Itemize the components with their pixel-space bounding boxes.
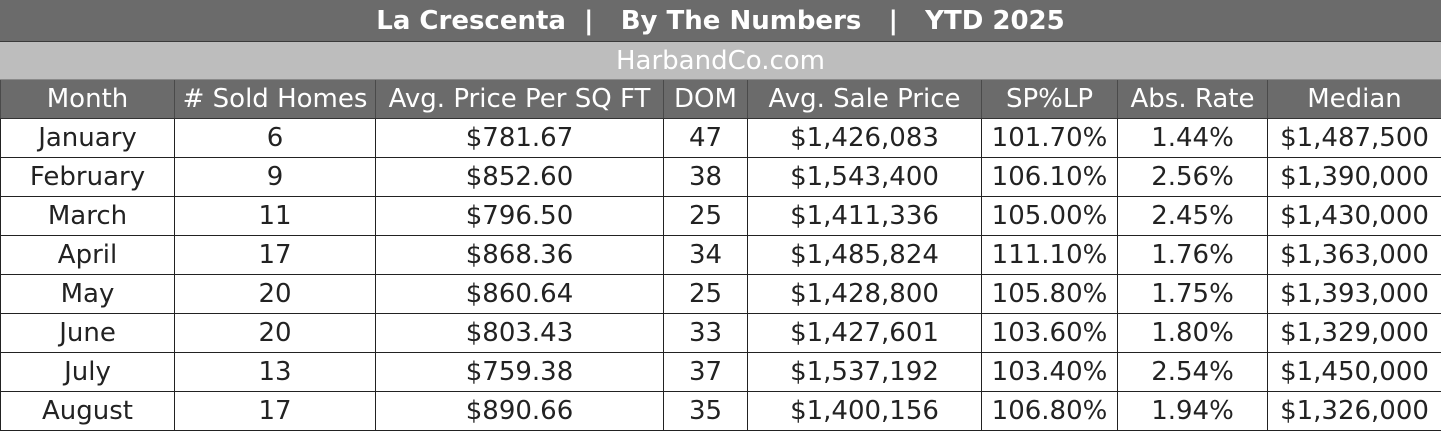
header-month: Month	[1, 80, 175, 119]
cell-sold-homes: 20	[175, 314, 376, 353]
cell-dom: 38	[664, 158, 748, 197]
table-row: March 11 $796.50 25 $1,411,336 105.00% 2…	[1, 197, 1441, 236]
cell-median: $1,390,000	[1268, 158, 1441, 197]
table-row: May 20 $860.64 25 $1,428,800 105.80% 1.7…	[1, 275, 1441, 314]
table-row: January 6 $781.67 47 $1,426,083 101.70% …	[1, 119, 1441, 158]
header-sp-lp: SP%LP	[982, 80, 1118, 119]
header-row: Month # Sold Homes Avg. Price Per SQ FT …	[1, 80, 1441, 119]
cell-sp-lp: 105.80%	[982, 275, 1118, 314]
table-row: April 17 $868.36 34 $1,485,824 111.10% 1…	[1, 236, 1441, 275]
cell-abs-rate: 1.44%	[1118, 119, 1268, 158]
cell-abs-rate: 1.80%	[1118, 314, 1268, 353]
cell-dom: 25	[664, 197, 748, 236]
cell-dom: 37	[664, 353, 748, 392]
table-row: July 13 $759.38 37 $1,537,192 103.40% 2.…	[1, 353, 1441, 392]
cell-dom: 47	[664, 119, 748, 158]
cell-avg-sale-price: $1,427,601	[748, 314, 982, 353]
table-row: February 9 $852.60 38 $1,543,400 106.10%…	[1, 158, 1441, 197]
cell-abs-rate: 2.54%	[1118, 353, 1268, 392]
header-avg-sale-price: Avg. Sale Price	[748, 80, 982, 119]
cell-median: $1,393,000	[1268, 275, 1441, 314]
cell-sold-homes: 17	[175, 236, 376, 275]
cell-median: $1,450,000	[1268, 353, 1441, 392]
cell-month: June	[1, 314, 175, 353]
header-avg-price-per-sqft: Avg. Price Per SQ FT	[376, 80, 664, 119]
website-banner: HarbandCo.com	[0, 42, 1441, 80]
header-abs-rate: Abs. Rate	[1118, 80, 1268, 119]
cell-abs-rate: 1.76%	[1118, 236, 1268, 275]
cell-month: January	[1, 119, 175, 158]
cell-month: May	[1, 275, 175, 314]
cell-month: February	[1, 158, 175, 197]
market-stats-table: Month # Sold Homes Avg. Price Per SQ FT …	[0, 80, 1441, 431]
header-median: Median	[1268, 80, 1441, 119]
cell-dom: 33	[664, 314, 748, 353]
report-title: La Crescenta | By The Numbers | YTD 2025	[0, 0, 1441, 42]
cell-median: $1,329,000	[1268, 314, 1441, 353]
cell-avg-sale-price: $1,411,336	[748, 197, 982, 236]
cell-sp-lp: 106.10%	[982, 158, 1118, 197]
cell-dom: 25	[664, 275, 748, 314]
cell-avg-sale-price: $1,543,400	[748, 158, 982, 197]
cell-avg-sale-price: $1,428,800	[748, 275, 982, 314]
cell-avg-sale-price: $1,537,192	[748, 353, 982, 392]
cell-median: $1,487,500	[1268, 119, 1441, 158]
cell-month: July	[1, 353, 175, 392]
cell-sp-lp: 111.10%	[982, 236, 1118, 275]
cell-avg-price-per-sqft: $852.60	[376, 158, 664, 197]
cell-sold-homes: 9	[175, 158, 376, 197]
cell-sold-homes: 13	[175, 353, 376, 392]
cell-abs-rate: 1.75%	[1118, 275, 1268, 314]
cell-dom: 34	[664, 236, 748, 275]
cell-abs-rate: 2.45%	[1118, 197, 1268, 236]
cell-sp-lp: 105.00%	[982, 197, 1118, 236]
cell-month: April	[1, 236, 175, 275]
cell-avg-price-per-sqft: $759.38	[376, 353, 664, 392]
cell-avg-sale-price: $1,485,824	[748, 236, 982, 275]
table-row: June 20 $803.43 33 $1,427,601 103.60% 1.…	[1, 314, 1441, 353]
cell-abs-rate: 2.56%	[1118, 158, 1268, 197]
cell-sp-lp: 103.40%	[982, 353, 1118, 392]
header-dom: DOM	[664, 80, 748, 119]
cell-avg-price-per-sqft: $803.43	[376, 314, 664, 353]
cell-median: $1,430,000	[1268, 197, 1441, 236]
cell-sp-lp: 101.70%	[982, 119, 1118, 158]
cell-avg-sale-price: $1,426,083	[748, 119, 982, 158]
cell-sp-lp: 103.60%	[982, 314, 1118, 353]
cell-avg-price-per-sqft: $781.67	[376, 119, 664, 158]
header-sold-homes: # Sold Homes	[175, 80, 376, 119]
cell-sold-homes: 6	[175, 119, 376, 158]
cell-avg-price-per-sqft: $860.64	[376, 275, 664, 314]
cell-median: $1,363,000	[1268, 236, 1441, 275]
cell-avg-price-per-sqft: $868.36	[376, 236, 664, 275]
cell-sold-homes: 20	[175, 275, 376, 314]
cell-sold-homes: 11	[175, 197, 376, 236]
cell-month: March	[1, 197, 175, 236]
cell-avg-price-per-sqft: $796.50	[376, 197, 664, 236]
